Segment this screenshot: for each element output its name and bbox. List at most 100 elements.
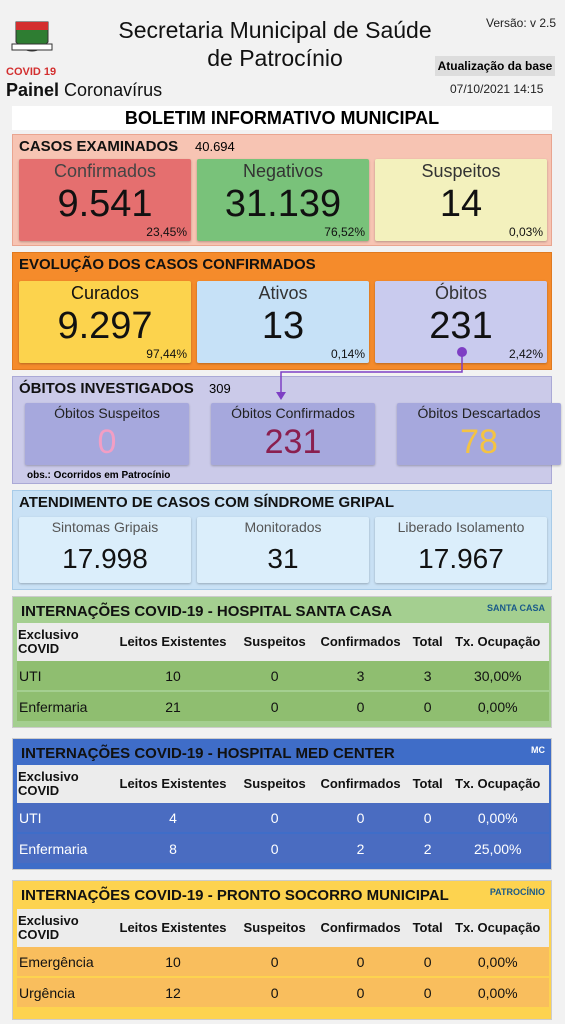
table-cell: 25,00% (473, 840, 522, 857)
column-header: Suspeitos (236, 765, 313, 803)
stat-card: Óbitos Suspeitos 0 (25, 403, 189, 465)
table-section: INTERNAÇÕES COVID-19 - PRONTO SOCORRO MU… (12, 880, 552, 1020)
section: EVOLUÇÃO DOS CASOS CONFIRMADOS Curados 9.2… (12, 252, 552, 370)
card-value: 231 (264, 423, 322, 461)
stat-card: Confirmados 9.541 23,45% (19, 159, 191, 241)
header-title: Secretaria Municipal de Saúde de Patrocí… (118, 17, 432, 71)
table-cell: 12 (165, 984, 181, 1001)
brand-bold: Painel (6, 80, 60, 100)
table-row: UTI 4 0 0 0 0,00% (17, 803, 549, 833)
header-row: Exclusivo COVID Leitos Existentes Suspeito… (17, 765, 549, 803)
section: ÓBITOS INVESTIGADOS 309 obs.: Ocorridos em… (12, 376, 561, 484)
card-percent: 97,44% (146, 347, 187, 361)
table-row: Enfermaria 8 0 2 2 25,00% (17, 833, 549, 864)
card-label: Ativos (258, 283, 308, 303)
card-value: 31.139 (224, 183, 342, 225)
column-header: Confirmados (312, 623, 409, 661)
card-value: 17.998 (62, 543, 148, 574)
crest-icon (11, 21, 53, 52)
brand: Painel Coronavírus (6, 80, 162, 101)
section-total: 309 (209, 381, 231, 396)
card-percent: 0,14% (330, 347, 365, 361)
stat-card: Óbitos Confirmados 231 (211, 403, 375, 465)
banner: BOLETIM INFORMATIVO MUNICIPAL (12, 106, 552, 130)
column-header: Exclusivo COVID (17, 765, 109, 803)
card-percent: 23,45% (146, 225, 187, 239)
table-row: UTI 10 0 3 3 30,00% (17, 661, 549, 691)
stat-card: Suspeitos 14 0,03% (375, 159, 547, 241)
table-cell: 0 (356, 809, 365, 826)
table-cell: 2 (356, 840, 365, 857)
table-cell: 0,00% (477, 953, 518, 970)
stat-card: Sintomas Gripais 17.998 (19, 517, 191, 583)
table-row: Urgência 12 0 0 0 0,00% (17, 977, 549, 1008)
card-value: 9.297 (57, 305, 153, 347)
card-label: Suspeitos (421, 161, 501, 181)
table-logo: SANTA CASA (487, 603, 545, 613)
table-cell: 0 (270, 953, 279, 970)
table-row: Emergência 10 0 0 0 0,00% (17, 947, 549, 977)
version: Versão: v 2.5 (486, 16, 557, 30)
table-cell: 0,00% (477, 984, 518, 1001)
table-cell: UTI (19, 809, 42, 826)
table-row: Enfermaria 21 0 0 0 0,00% (17, 691, 549, 722)
card-value: 13 (261, 305, 305, 347)
card-label: Monitorados (244, 519, 322, 535)
card-percent: 0,03% (508, 225, 543, 239)
stat-card: Óbitos 231 2,42% (375, 281, 547, 363)
card-label: Óbitos Suspeitos (54, 405, 160, 421)
table-cell: 3 (356, 667, 365, 684)
table-title: INTERNAÇÕES COVID-19 - PRONTO SOCORRO MU… (21, 887, 449, 904)
table-section: INTERNAÇÕES COVID-19 - HOSPITAL MED CENT… (12, 738, 552, 870)
stat-card: Óbitos Descartados 78 (397, 403, 561, 465)
column-header: Tx. Ocupação (446, 623, 549, 661)
data-table: Exclusivo COVID Leitos Existentes Suspeito… (17, 623, 549, 723)
section-title: CASOS EXAMINADOS (19, 138, 179, 155)
table-section: INTERNAÇÕES COVID-19 - HOSPITAL SANTA CA… (12, 596, 552, 728)
data-table: Exclusivo COVID Leitos Existentes Suspeito… (17, 909, 549, 1009)
update-date: 07/10/2021 14:15 (450, 82, 544, 96)
card-value: 78 (460, 423, 498, 461)
table-cell: 30,00% (473, 667, 522, 684)
column-header: Leitos Existentes (109, 765, 237, 803)
table-cell: 0 (423, 984, 432, 1001)
card-label: Óbitos Descartados (417, 405, 541, 421)
card-label: Negativos (242, 161, 324, 181)
crest-logo (10, 14, 54, 62)
table-title: INTERNAÇÕES COVID-19 - HOSPITAL SANTA CA… (21, 603, 393, 620)
column-header: Confirmados (312, 765, 409, 803)
column-header: Exclusivo COVID (17, 909, 109, 947)
column-header: Total (408, 909, 447, 947)
table-cell: 0 (423, 953, 432, 970)
stat-card: Negativos 31.139 76,52% (197, 159, 369, 241)
stat-card: Curados 9.297 97,44% (19, 281, 191, 363)
section: CASOS EXAMINADOS 40.694 Confirmados 9.541 23… (12, 134, 552, 246)
card-label: Liberado Isolamento (397, 519, 525, 535)
card-percent: 76,52% (324, 225, 365, 239)
card-value: 0 (97, 423, 117, 461)
header-row: Exclusivo COVID Leitos Existentes Suspeito… (17, 623, 549, 661)
table-cell: 0 (270, 809, 279, 826)
card-value: 9.541 (57, 183, 153, 225)
table-cell: 0,00% (477, 698, 518, 715)
column-header: Suspeitos (236, 909, 313, 947)
table-cell: Urgência (19, 984, 76, 1001)
section: ATENDIMENTO DE CASOS COM SÍNDROME GRIPAL… (12, 490, 552, 590)
column-header: Total (408, 765, 447, 803)
section-title: ÓBITOS INVESTIGADOS (19, 380, 194, 397)
table-cell: Enfermaria (19, 840, 88, 857)
data-table: Exclusivo COVID Leitos Existentes Suspeito… (17, 765, 549, 865)
table-cell: 3 (423, 667, 432, 684)
card-label: Confirmados (53, 161, 157, 181)
card-percent: 2,42% (508, 347, 543, 361)
logo-label: COVID 19 (6, 66, 57, 78)
column-header: Total (408, 623, 447, 661)
table-logo: PATROCÍNIO (489, 887, 545, 897)
card-label: Curados (70, 283, 140, 303)
table-cell: 2 (423, 840, 432, 857)
card-label: Óbitos (434, 283, 488, 303)
card-value: 231 (429, 305, 493, 347)
table-cell: UTI (19, 667, 42, 684)
section-title: EVOLUÇÃO DOS CASOS CONFIRMADOS (19, 256, 316, 273)
